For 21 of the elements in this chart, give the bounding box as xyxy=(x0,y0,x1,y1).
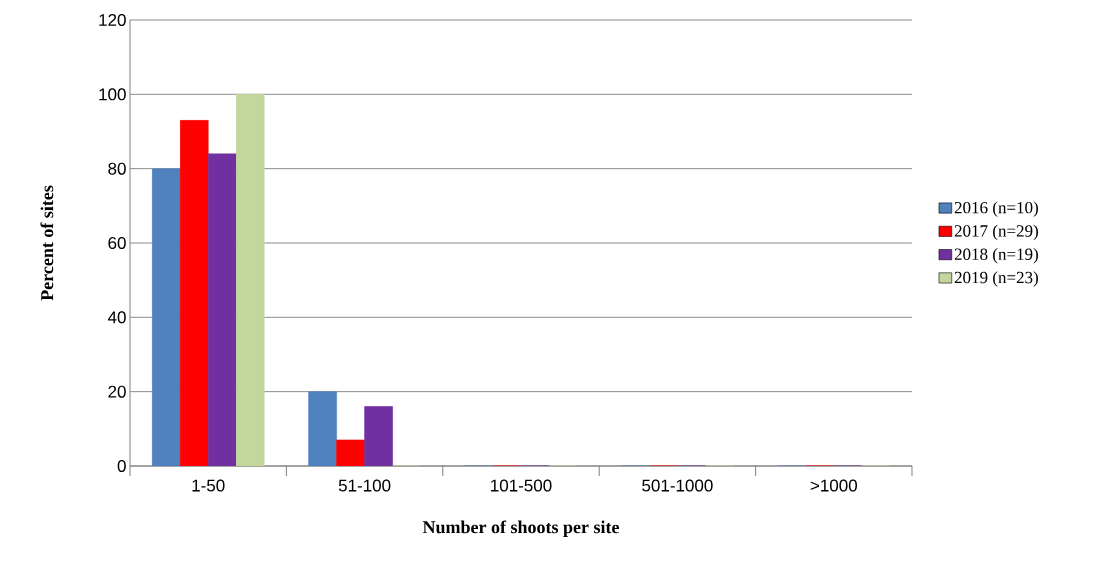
y-tick-label: 80 xyxy=(108,162,126,175)
x-tick-label: >1000 xyxy=(810,479,858,492)
x-tick-label: 501-1000 xyxy=(642,479,713,492)
bar xyxy=(179,120,209,466)
x-tick-label: 1-50 xyxy=(192,479,225,492)
y-tick-label: 100 xyxy=(99,88,126,101)
y-axis-title: Percent of sites xyxy=(40,185,54,301)
y-tick-label: 60 xyxy=(108,236,126,250)
legend-label: 2019 (n=23) xyxy=(954,271,1038,287)
legend-label: 2016 (n=10) xyxy=(954,201,1038,217)
x-tick-label: 101-500 xyxy=(491,479,552,492)
legend-label: 2017 (n=29) xyxy=(954,224,1038,241)
y-tick-label: 120 xyxy=(99,13,126,27)
x-tick-label: 51-100 xyxy=(338,479,391,492)
y-tick-label: 40 xyxy=(107,311,126,324)
x-axis-title: Number of shoots per site xyxy=(422,520,620,537)
y-tick-label: 0 xyxy=(117,459,126,473)
y-tick-label: 20 xyxy=(108,385,126,398)
legend-label: 2018 (n=19) xyxy=(954,247,1038,264)
bar xyxy=(336,439,365,466)
bar xyxy=(235,94,265,466)
